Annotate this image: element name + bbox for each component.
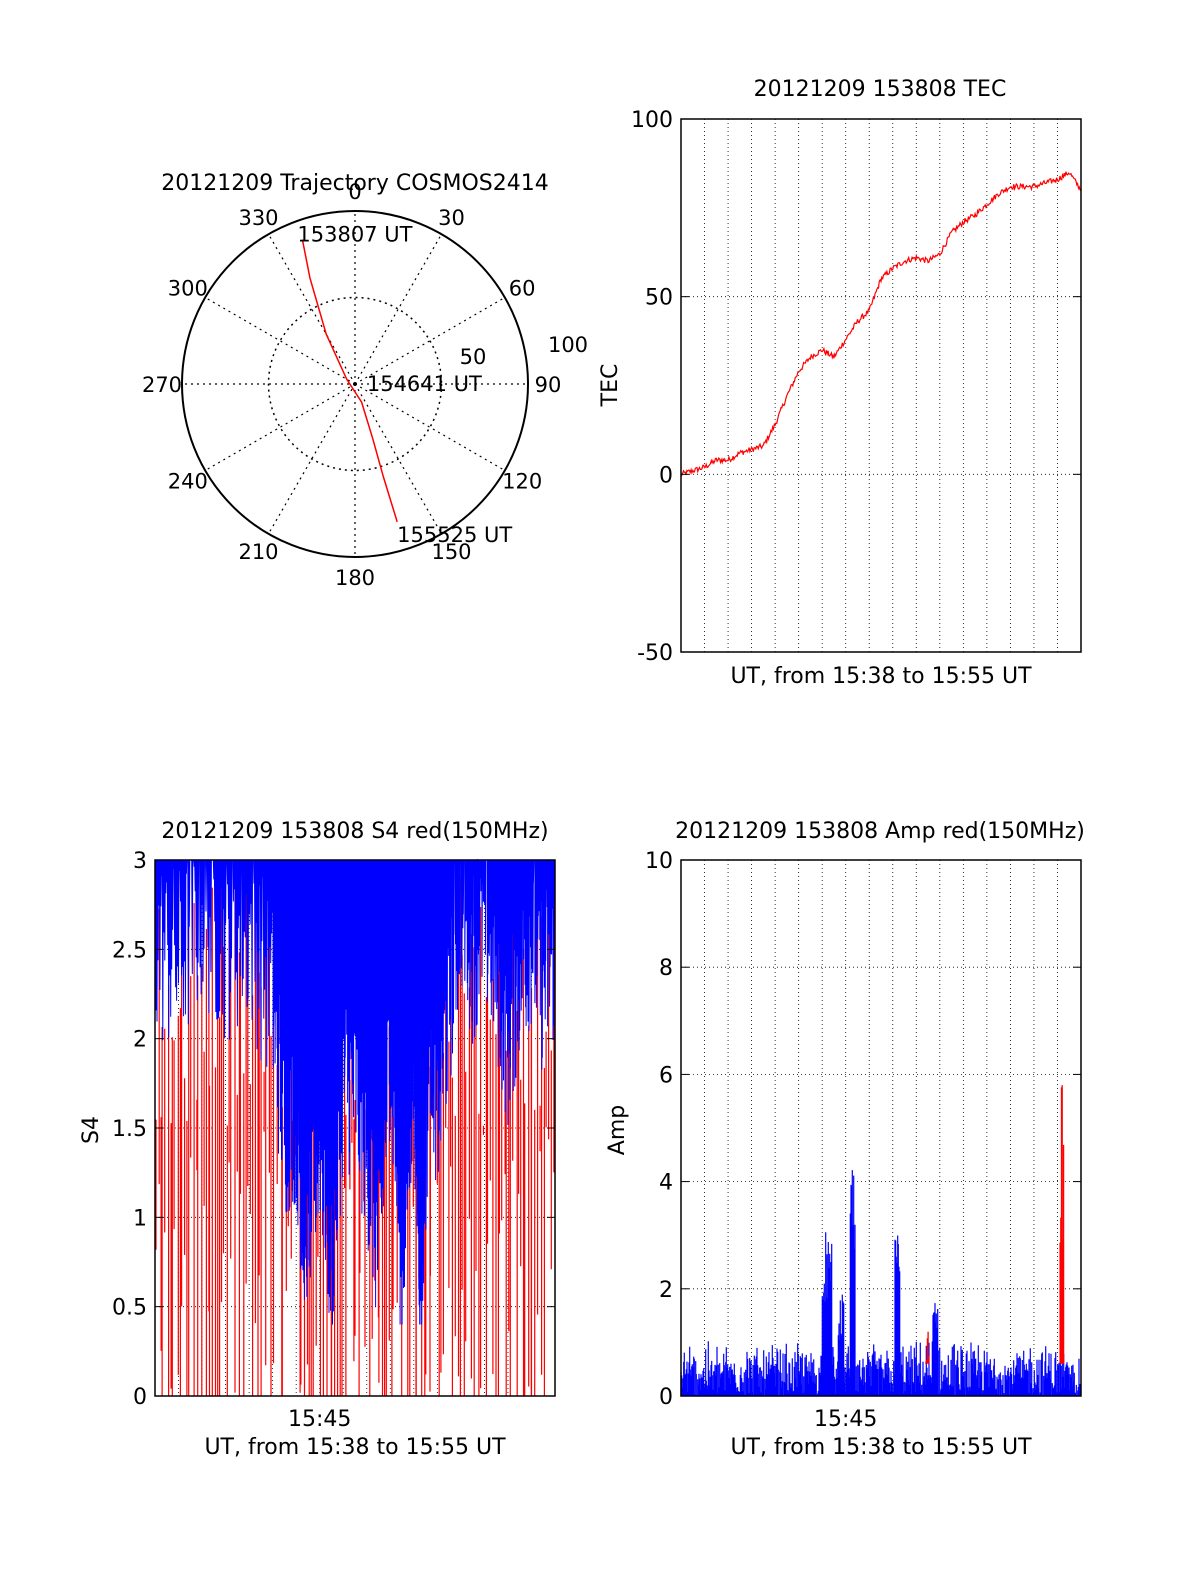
polar-grid [181, 210, 529, 558]
y-tick-label: 10 [645, 849, 673, 874]
y-tick-label: 4 [659, 1171, 673, 1196]
s4-xlabel: UT, from 15:38 to 15:55 UT [204, 1435, 506, 1460]
y-tick-label: 100 [631, 108, 673, 133]
polar-spoke [267, 383, 356, 535]
s4-xticks: 15:45 [288, 1407, 351, 1432]
s4-blue-series [154, 858, 556, 1325]
amp-panel: 20121209 153808 Amp red(150MHz) 1086420 … [605, 819, 1085, 1460]
tec-panel: 20121209 153808 TEC 100 50 0 -50 UT, from 1… [598, 77, 1082, 689]
s4-series [154, 858, 556, 1396]
y-tick-label: 0 [133, 1385, 147, 1410]
polar-annotations: 153807 UT 154641 UT 155525 UT [297, 222, 512, 546]
tec-line [680, 171, 1082, 477]
tec-series [680, 171, 1082, 477]
y-tick-label: 50 [645, 286, 673, 311]
polar-angle-label: 300 [168, 277, 208, 301]
polar-trajectory [301, 239, 398, 523]
polar-angle-label: 60 [509, 277, 536, 301]
s4-ylabel: S4 [79, 1116, 104, 1144]
polar-angle-label: 180 [335, 566, 375, 590]
amp-series [680, 1085, 1081, 1396]
tec-yticks: 100 50 0 -50 [631, 108, 1081, 666]
polar-angle-label: 90 [535, 373, 562, 397]
amp-ylabel: Amp [605, 1105, 630, 1155]
y-tick-label: 2.5 [112, 938, 147, 963]
polar-trajectory-line [301, 239, 398, 523]
polar-spoke [354, 383, 506, 472]
y-tick-label: 0 [659, 1385, 673, 1410]
s4-panel: 20121209 153808 S4 red(150MHz) 3 2.5 2 1.5 1… [79, 819, 556, 1460]
polar-angle-label: 330 [238, 206, 278, 230]
polar-radial-label: 50 [460, 345, 487, 369]
polar-annotation: 153807 UT [297, 222, 412, 246]
polar-title: 20121209 Trajectory COSMOS2414 [161, 171, 548, 196]
y-tick-label: 3 [133, 849, 147, 874]
s4-title: 20121209 153808 S4 red(150MHz) [161, 819, 548, 844]
polar-annotation: 155525 UT [397, 523, 512, 547]
y-tick-label: 0 [659, 463, 673, 488]
polar-spoke [354, 383, 443, 535]
polar-angle-labels: 0 30 60 90 120 150 180 210 240 270 300 330 [142, 180, 561, 590]
polar-angle-label: 150 [431, 540, 471, 564]
y-tick-label: 1 [133, 1206, 147, 1231]
polar-radial-label: 100 [548, 333, 588, 357]
x-tick-label: 15:45 [814, 1407, 877, 1432]
polar-radial-labels: 50 100 [460, 333, 588, 369]
polar-angle-label: 30 [438, 206, 465, 230]
x-tick-label: 15:45 [288, 1407, 351, 1432]
y-tick-label: 0.5 [112, 1296, 147, 1321]
y-tick-label: 6 [659, 1063, 673, 1088]
polar-spoke [267, 233, 356, 385]
tec-frame [680, 118, 1082, 653]
s4-yticks: 3 2.5 2 1.5 1 0.5 0 [112, 849, 555, 1410]
amp-yticks: 10 8 6 4 2 0 [645, 849, 1081, 1410]
polar-angle-label: 270 [142, 373, 182, 397]
polar-angle-label: 120 [502, 470, 542, 494]
amp-frame [680, 859, 1082, 1397]
amp-blue-series [680, 1170, 1081, 1396]
polar-angle-label: 210 [238, 540, 278, 564]
y-tick-label: 1.5 [112, 1117, 147, 1142]
polar-angle-label: 0 [348, 180, 361, 204]
amp-title: 20121209 153808 Amp red(150MHz) [675, 819, 1085, 844]
amp-grid [681, 860, 1081, 1396]
polar-spoke [354, 233, 443, 385]
polar-angle-label: 240 [168, 470, 208, 494]
y-tick-label: 8 [659, 956, 673, 981]
polar-annotation: 154641 UT [367, 372, 482, 396]
amp-red-series [925, 1085, 1065, 1364]
tec-grid [681, 119, 1081, 652]
polar-spoke [204, 383, 356, 472]
amp-xlabel: UT, from 15:38 to 15:55 UT [730, 1435, 1032, 1460]
y-tick-label: -50 [637, 641, 673, 666]
amp-xticks: 15:45 [814, 1407, 877, 1432]
polar-spoke [204, 296, 356, 385]
polar-panel: 20121209 Trajectory COSMOS2414 0 30 60 90 12… [142, 171, 588, 590]
tec-ylabel: TEC [598, 364, 623, 408]
polar-spoke [354, 296, 506, 385]
tec-xlabel: UT, from 15:38 to 15:55 UT [730, 664, 1032, 689]
polar-outer-circle [181, 210, 529, 558]
y-tick-label: 2 [133, 1028, 147, 1053]
polar-inner-circle [267, 296, 443, 472]
y-tick-label: 2 [659, 1278, 673, 1303]
tec-title: 20121209 153808 TEC [754, 77, 1007, 102]
